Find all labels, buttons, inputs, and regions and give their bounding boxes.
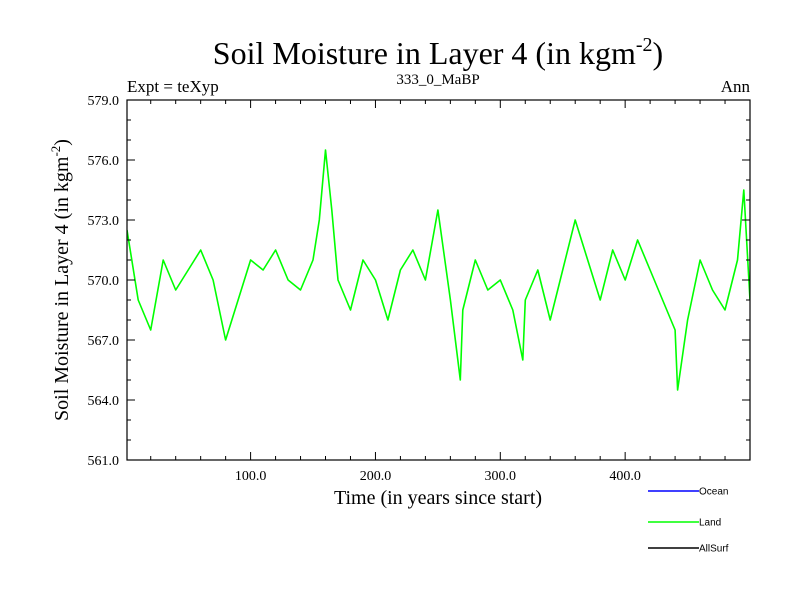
legend-entry-allsurf: AllSurf (648, 544, 729, 555)
subtitle-left: Expt = teXyp (127, 77, 219, 96)
y-tick-label: 579.0 (88, 94, 120, 109)
legend-label: Ocean (699, 487, 728, 498)
x-tick-label: 300.0 (485, 469, 517, 484)
subtitle-right: Ann (721, 77, 751, 96)
legend-entry-ocean: Ocean (648, 487, 728, 498)
plot-frame (126, 99, 751, 461)
legend-entry-land: Land (648, 518, 721, 529)
subtitle-center: 333_0_MaBP (396, 72, 479, 88)
y-tick-label: 570.0 (88, 274, 120, 289)
y-axis-label: Soil Moisture in Layer 4 (in kgm-2) (48, 139, 73, 421)
y-tick-label: 561.0 (88, 454, 120, 469)
y-tick-label: 576.0 (88, 154, 120, 169)
legend-label: AllSurf (699, 544, 729, 555)
x-tick-label: 400.0 (609, 469, 641, 484)
ticks-layer: 561.0 564.0 567.0 570.0 573.0 576.0 579.0 100.0… (88, 94, 750, 484)
series-line-land (127, 149, 750, 391)
legend: Ocean Land AllSurf (648, 487, 729, 555)
legend-label: Land (699, 518, 721, 529)
x-tick-label: 200.0 (360, 469, 392, 484)
x-tick-label: 100.0 (235, 469, 267, 484)
y-tick-label: 573.0 (88, 214, 120, 229)
series-layer (127, 149, 750, 391)
y-tick-label: 564.0 (88, 394, 120, 409)
chart-title: Soil Moisture in Layer 4 (in kgm-2) (213, 34, 663, 71)
y-tick-label: 567.0 (88, 334, 120, 349)
x-axis-label: Time (in years since start) (334, 487, 542, 509)
